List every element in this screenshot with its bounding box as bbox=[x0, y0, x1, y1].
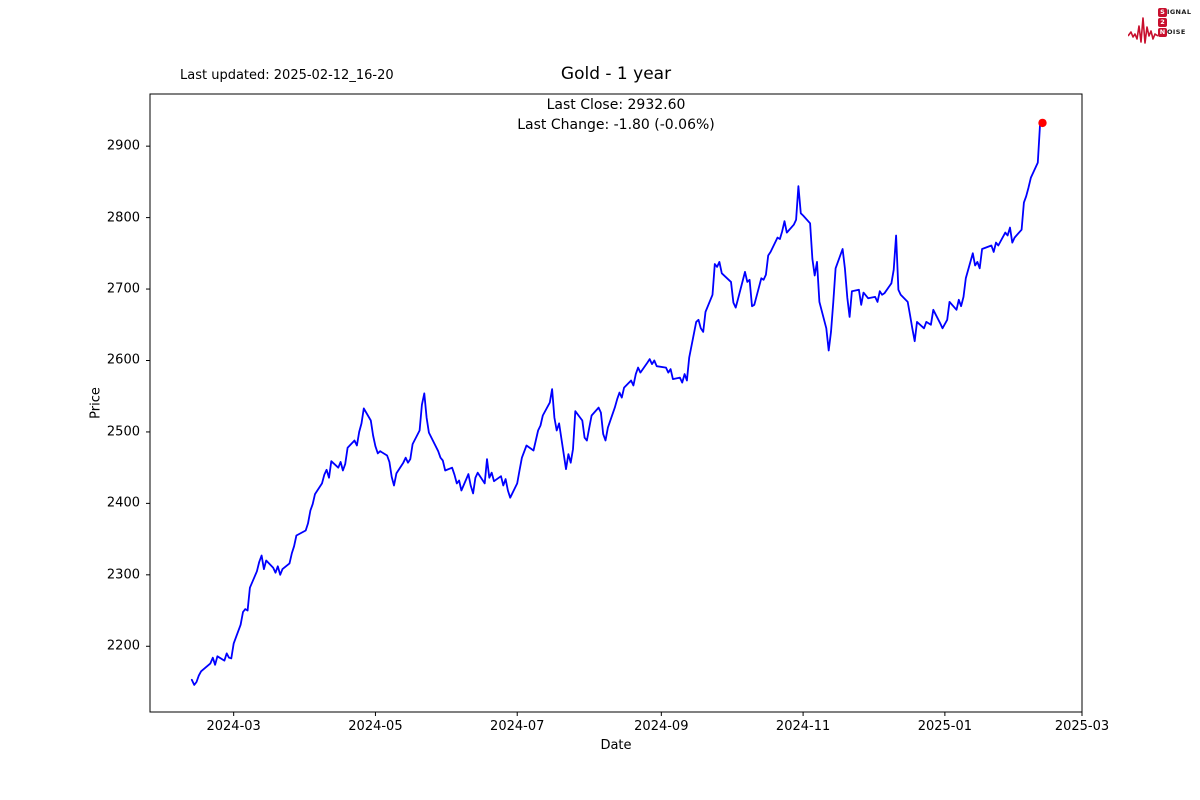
y-tick-label: 2300 bbox=[106, 567, 140, 583]
brand-logo: S IGNAL 2 N OISE bbox=[1128, 5, 1194, 49]
x-tick-label: 2025-03 bbox=[1054, 719, 1110, 734]
y-tick-label: 2900 bbox=[106, 138, 140, 154]
last-updated-text: Last updated: 2025-02-12_16-20 bbox=[180, 68, 394, 83]
y-tick-label: 2800 bbox=[106, 210, 140, 226]
chart-annotation: Last Close: 2932.60 Last Change: -1.80 (… bbox=[150, 95, 1082, 135]
logo-letterbox-2: 2 bbox=[1158, 18, 1167, 27]
brand-logo-text: S IGNAL 2 N OISE bbox=[1158, 8, 1191, 37]
logo-row-two: 2 bbox=[1158, 18, 1191, 27]
x-tick-label: 2024-03 bbox=[206, 719, 261, 734]
logo-row-signal: S IGNAL bbox=[1158, 8, 1191, 17]
page-title: Gold - 1 year bbox=[560, 64, 672, 84]
y-tick-label: 2700 bbox=[106, 281, 140, 297]
x-tick-label: 2025-01 bbox=[917, 719, 973, 734]
ecg-waveform-icon bbox=[1128, 17, 1158, 44]
last-price-marker bbox=[1038, 118, 1047, 128]
x-tick-label: 2024-05 bbox=[348, 719, 403, 734]
x-tick-label: 2024-07 bbox=[490, 719, 545, 734]
y-tick-label: 2500 bbox=[106, 424, 140, 440]
y-tick-label: 2200 bbox=[106, 638, 140, 654]
logo-letterbox-n: N bbox=[1158, 28, 1167, 37]
logo-letterbox-s: S bbox=[1158, 8, 1167, 17]
x-axis-label: Date bbox=[600, 738, 632, 753]
y-axis-label: Price bbox=[88, 387, 104, 419]
logo-word-noise: OISE bbox=[1167, 28, 1186, 37]
plot-frame bbox=[149, 93, 1083, 713]
last-close-text: Last Close: 2932.60 bbox=[546, 97, 686, 113]
x-tick-label: 2024-09 bbox=[634, 719, 689, 734]
price-line bbox=[190, 120, 1044, 686]
logo-word-signal: IGNAL bbox=[1167, 8, 1192, 17]
y-tick-label: 2600 bbox=[106, 352, 140, 368]
last-change-text: Last Change: -1.80 (-0.06%) bbox=[517, 117, 715, 133]
y-tick-label: 2400 bbox=[106, 495, 140, 511]
logo-row-noise: N OISE bbox=[1158, 28, 1191, 37]
x-tick-label: 2024-11 bbox=[775, 719, 831, 734]
